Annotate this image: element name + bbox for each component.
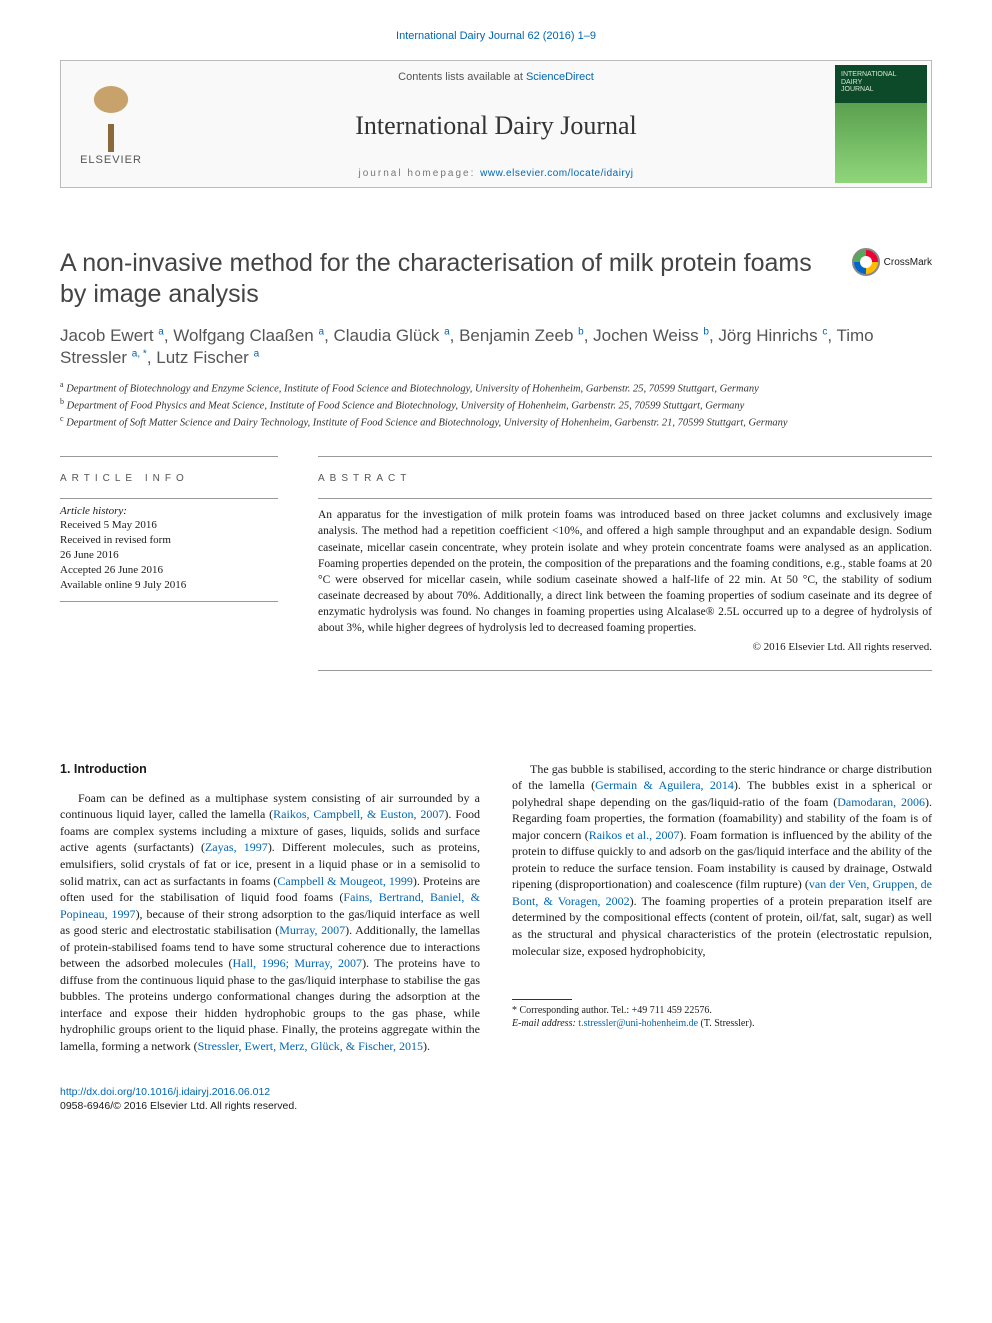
crossmark-badge[interactable]: CrossMark xyxy=(852,248,932,276)
citation[interactable]: Zayas, 1997 xyxy=(205,840,268,854)
citation[interactable]: Hall, 1996; Murray, 2007 xyxy=(232,956,362,970)
publisher-name: ELSEVIER xyxy=(80,154,142,166)
affiliations: a Department of Biotechnology and Enzyme… xyxy=(60,380,932,430)
journal-homepage-link[interactable]: www.elsevier.com/locate/idairyj xyxy=(480,168,633,179)
crossmark-label: CrossMark xyxy=(884,257,932,268)
article-body: 1. Introduction Foam can be defined as a… xyxy=(60,761,932,1055)
email-label: E-mail address: xyxy=(512,1018,578,1029)
citation[interactable]: Murray, 2007 xyxy=(279,923,345,937)
elsevier-tree-icon xyxy=(81,82,141,152)
corr-author-line: * Corresponding author. Tel.: +49 711 45… xyxy=(512,1004,932,1017)
contents-prefix: Contents lists available at xyxy=(398,71,526,83)
article-history-label: Article history: xyxy=(60,498,278,517)
running-head: International Dairy Journal 62 (2016) 1–… xyxy=(60,30,932,42)
journal-title: International Dairy Journal xyxy=(169,111,823,141)
article-history: Received 5 May 2016Received in revised f… xyxy=(60,518,278,601)
article-info-heading: ARTICLE INFO xyxy=(60,456,278,498)
email-tail: (T. Stressler). xyxy=(698,1018,754,1029)
paragraph-intro-2: The gas bubble is stabilised, according … xyxy=(512,761,932,960)
corr-email-link[interactable]: t.stressler@uni-hohenheim.de xyxy=(578,1018,698,1029)
footnote-separator xyxy=(512,999,572,1000)
abstract-text: An apparatus for the investigation of mi… xyxy=(318,498,932,670)
crossmark-icon xyxy=(852,248,880,276)
paragraph-intro-1: Foam can be defined as a multiphase syst… xyxy=(60,790,480,1055)
contents-available-line: Contents lists available at ScienceDirec… xyxy=(169,71,823,83)
citation[interactable]: Germain & Aguilera, 2014 xyxy=(595,778,734,792)
journal-homepage-line: journal homepage: www.elsevier.com/locat… xyxy=(169,168,823,179)
corresponding-author-footnote: * Corresponding author. Tel.: +49 711 45… xyxy=(512,1004,932,1030)
citation[interactable]: Campbell & Mougeot, 1999 xyxy=(277,874,413,888)
journal-cover-thumbnail: INTERNATIONAL DAIRY JOURNAL xyxy=(835,65,927,183)
article-footer: http://dx.doi.org/10.1016/j.idairyj.2016… xyxy=(60,1085,932,1114)
section-1-heading: 1. Introduction xyxy=(60,761,480,778)
doi-link[interactable]: http://dx.doi.org/10.1016/j.idairyj.2016… xyxy=(60,1086,270,1098)
issn-copyright: 0958-6946/© 2016 Elsevier Ltd. All right… xyxy=(60,1100,297,1112)
abstract-heading: ABSTRACT xyxy=(318,456,932,498)
cover-title-text: INTERNATIONAL DAIRY JOURNAL xyxy=(841,71,897,94)
homepage-prefix: journal homepage: xyxy=(359,168,481,179)
author-list: Jacob Ewert a, Wolfgang Claaßen a, Claud… xyxy=(60,325,932,371)
elsevier-logo: ELSEVIER xyxy=(61,61,161,187)
citation[interactable]: Raikos, Campbell, & Euston, 2007 xyxy=(273,807,444,821)
abstract-copyright: © 2016 Elsevier Ltd. All rights reserved… xyxy=(318,640,932,659)
citation[interactable]: Raikos et al., 2007 xyxy=(589,828,680,842)
citation[interactable]: Stressler, Ewert, Merz, Glück, & Fischer… xyxy=(198,1039,423,1053)
sciencedirect-link[interactable]: ScienceDirect xyxy=(526,71,594,83)
abstract-body: An apparatus for the investigation of mi… xyxy=(318,509,932,634)
article-title: A non-invasive method for the characteri… xyxy=(60,248,932,311)
journal-masthead: ELSEVIER Contents lists available at Sci… xyxy=(60,60,932,188)
citation[interactable]: Damodaran, 2006 xyxy=(837,795,925,809)
